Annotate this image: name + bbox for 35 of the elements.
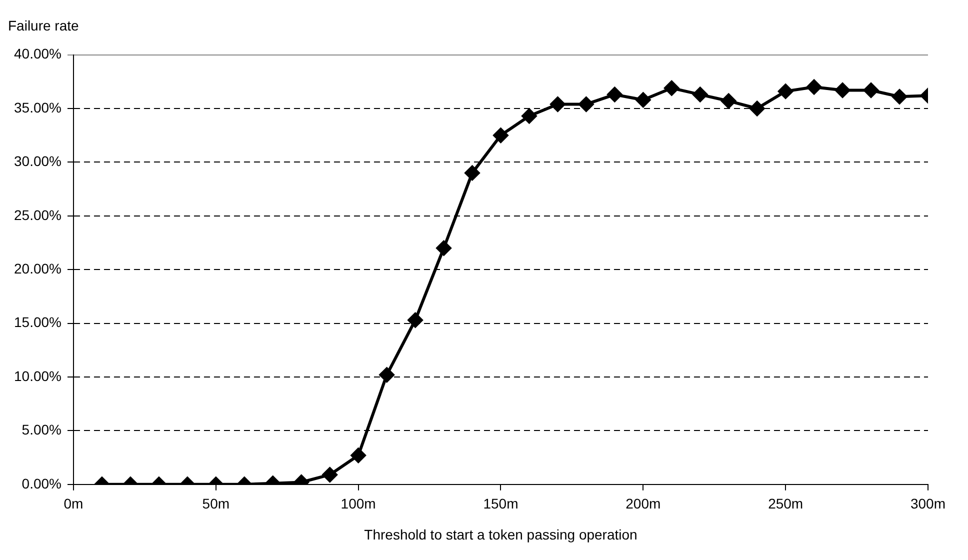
x-tick-label: 150m xyxy=(483,496,518,512)
y-tick-label: 10.00% xyxy=(14,368,62,384)
point xyxy=(607,87,622,102)
point xyxy=(778,84,794,99)
y-tick-label: 25.00% xyxy=(14,206,62,223)
x-tick-label: 0m xyxy=(64,496,84,512)
point xyxy=(692,87,708,102)
point xyxy=(493,128,508,143)
x-tick-label: 200m xyxy=(626,496,661,512)
y-tick-label: 15.00% xyxy=(14,314,62,330)
point xyxy=(578,96,594,112)
point xyxy=(636,92,651,108)
x-axis-title: Threshold to start a token passing operation xyxy=(364,526,638,542)
y-tick-label: 35.00% xyxy=(14,99,62,116)
x-tick-label: 300m xyxy=(910,496,946,512)
point xyxy=(864,82,879,98)
point xyxy=(721,93,736,108)
point xyxy=(806,80,822,95)
x-tick-label: 250m xyxy=(768,496,804,512)
point xyxy=(835,82,850,98)
x-tick-label: 50m xyxy=(202,496,230,512)
point xyxy=(892,89,908,104)
y-tick-label: 30.00% xyxy=(14,153,62,170)
y-tick-label: 0.00% xyxy=(22,475,62,492)
y-tick-label: 40.00% xyxy=(14,46,62,62)
y-tick-label: 5.00% xyxy=(22,422,62,438)
point xyxy=(436,240,452,256)
point xyxy=(464,165,480,180)
x-tick-label: 100m xyxy=(340,496,376,512)
y-tick-label: 20.00% xyxy=(14,260,62,276)
y-axis-title: Failure rate xyxy=(8,17,80,34)
point xyxy=(522,108,537,124)
point xyxy=(550,96,566,112)
point xyxy=(664,80,680,96)
point xyxy=(750,101,765,116)
